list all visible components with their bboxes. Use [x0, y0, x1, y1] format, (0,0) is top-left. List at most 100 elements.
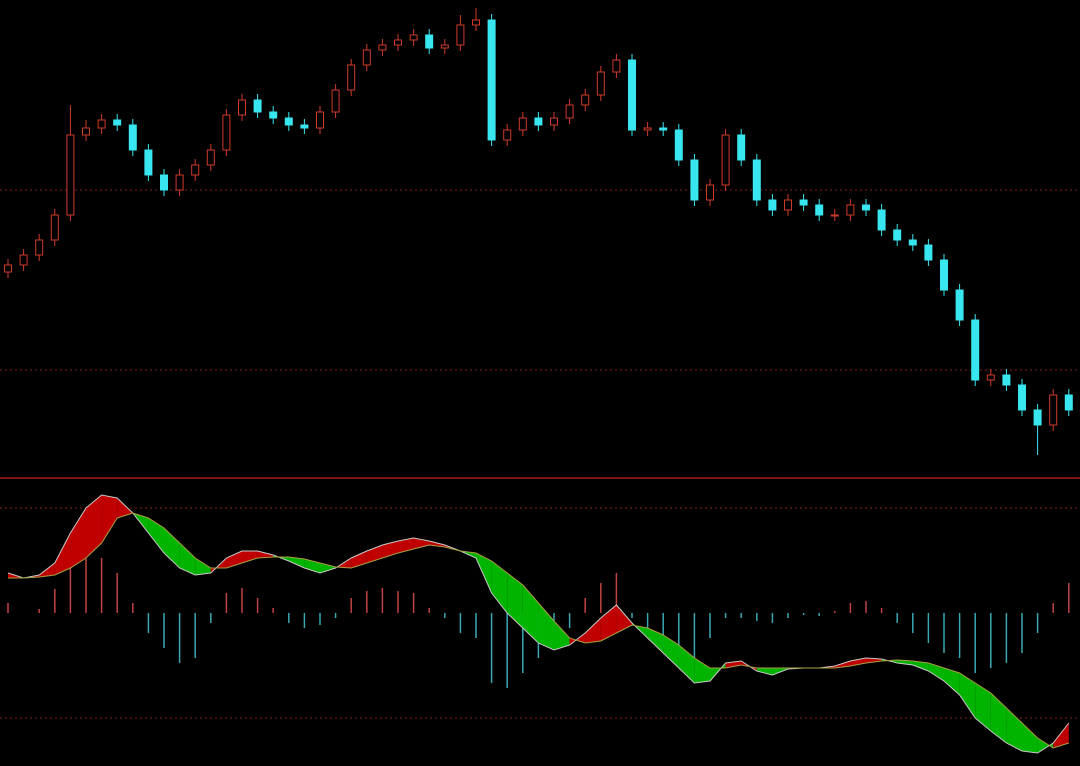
candle-body: [628, 59, 636, 131]
candle-body: [706, 184, 714, 201]
macd-band: [554, 621, 570, 650]
candle-body: [674, 129, 683, 161]
candle-body: [752, 159, 761, 201]
candle-body: [659, 127, 668, 131]
macd-band: [164, 528, 180, 568]
candle-body: [503, 129, 512, 141]
macd-band: [990, 693, 1007, 743]
macd-line: [7, 494, 1070, 754]
macd-band: [507, 573, 523, 628]
candle-body: [19, 254, 28, 266]
macd-band: [1022, 723, 1038, 753]
macd-band: [195, 558, 211, 575]
macd-band: [242, 551, 258, 563]
candle-body: [222, 114, 231, 151]
candle-body: [269, 111, 278, 119]
candle-body: [565, 104, 574, 119]
candle-body: [409, 34, 418, 41]
macd-line: [8, 512, 1069, 749]
macd-band: [398, 538, 414, 553]
candle-body: [1033, 409, 1042, 426]
candle-body: [97, 119, 106, 129]
macd-band: [647, 628, 664, 653]
candle-body: [784, 199, 792, 211]
candle-body: [316, 111, 324, 129]
candle-body: [955, 289, 964, 321]
macd-band: [179, 543, 196, 575]
candle-body: [799, 199, 808, 206]
macd-band: [850, 658, 866, 666]
candle-body: [596, 71, 605, 96]
macd-band: [1006, 708, 1022, 751]
macd-band: [756, 668, 773, 675]
candle-body: [768, 199, 777, 211]
macd-band: [101, 495, 118, 543]
candle-body: [1002, 374, 1011, 386]
candle-body: [908, 239, 917, 246]
candle-body: [534, 117, 543, 126]
candle-body: [362, 49, 371, 66]
candle-body: [191, 164, 200, 176]
candle-body: [690, 159, 699, 201]
candle-body: [487, 19, 496, 141]
candle-body: [440, 44, 449, 49]
candle-body: [830, 214, 839, 217]
macd-band: [476, 553, 492, 593]
candle-body: [4, 264, 12, 273]
candle-body: [643, 127, 652, 131]
candle-body: [862, 204, 870, 211]
macd-band: [257, 551, 274, 558]
macd-band: [366, 545, 383, 563]
candle-body: [284, 117, 293, 126]
macd-band: [975, 683, 991, 731]
macd-band: [54, 533, 71, 575]
candle-body: [206, 149, 215, 166]
candle-body: [737, 134, 746, 161]
candle-body: [940, 259, 948, 291]
macd-band: [491, 561, 508, 613]
candle-body: [128, 124, 137, 151]
candle-body: [721, 134, 730, 186]
macd-band: [86, 495, 102, 558]
candle-body: [971, 319, 980, 381]
candle-body: [472, 19, 480, 26]
candle-body: [986, 374, 995, 381]
candle-body: [175, 174, 184, 191]
macd-band: [663, 635, 679, 668]
candle-body: [924, 244, 933, 261]
candle-body: [113, 119, 122, 126]
candle-body: [846, 204, 855, 216]
macd-band: [959, 673, 976, 718]
candle-body: [394, 39, 402, 46]
candle-body: [893, 229, 902, 241]
candle-body: [581, 94, 590, 106]
macd-band: [148, 518, 164, 553]
macd-band: [678, 645, 695, 683]
macd-band: [70, 508, 86, 568]
candle-body: [378, 44, 387, 51]
macd-band: [616, 605, 632, 633]
candle-body: [877, 209, 886, 231]
candle-body: [238, 99, 246, 116]
candle-body: [518, 117, 527, 131]
macd-band: [912, 661, 929, 671]
candle-body: [35, 239, 44, 256]
macd-band: [522, 585, 539, 643]
macd-band: [694, 658, 710, 683]
candle-body: [160, 174, 168, 191]
candle-body: [144, 149, 153, 176]
macd-band: [944, 668, 960, 695]
macd-band: [928, 663, 944, 681]
candle-body: [82, 127, 90, 136]
candle-body: [347, 64, 356, 91]
candle-body: [1049, 394, 1058, 426]
candle-body: [425, 34, 434, 49]
candle-body: [300, 124, 309, 129]
candle-body: [66, 134, 75, 216]
candle-body: [550, 117, 558, 126]
macd-band: [288, 557, 305, 568]
candle-body: [331, 89, 340, 113]
